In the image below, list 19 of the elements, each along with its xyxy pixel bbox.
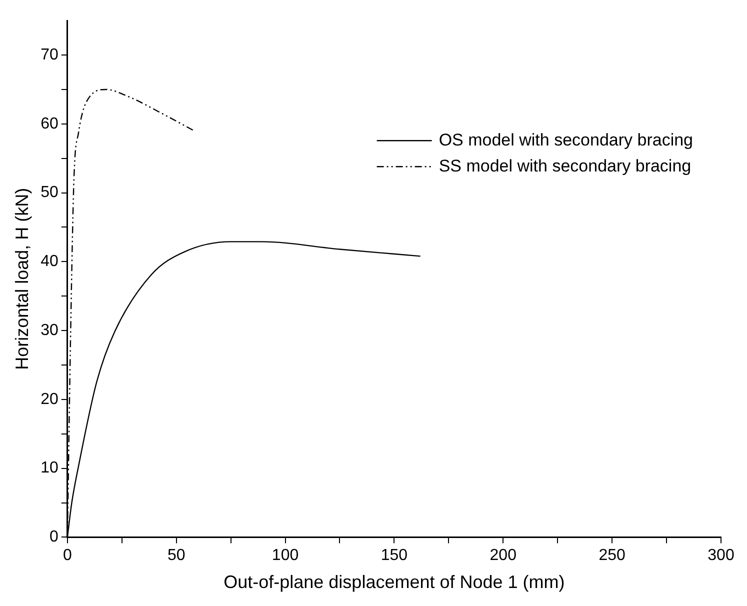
- legend-label: OS model with secondary bracing: [438, 130, 694, 150]
- y-tick-label: 0: [49, 528, 58, 546]
- y-tick-label: 70: [40, 46, 58, 64]
- y-tick-label: 20: [40, 390, 58, 408]
- x-tick-label: 0: [62, 547, 72, 564]
- y-tick-label: 10: [40, 460, 58, 477]
- x-tick-label: 100: [272, 547, 299, 564]
- y-tick-label: 30: [40, 322, 58, 339]
- x-tick-label: 50: [167, 547, 186, 564]
- y-axis-title: Horizontal load, H (kN): [12, 188, 32, 370]
- legend-label: SS model with secondary bracing: [438, 156, 692, 176]
- y-tick-label: 40: [40, 253, 58, 270]
- y-tick-label: 50: [40, 184, 58, 202]
- x-axis-title: Out-of-plane displacement of Node 1 (mm): [224, 572, 565, 592]
- x-tick-label: 200: [490, 547, 517, 564]
- x-tick-label: 300: [708, 547, 734, 564]
- x-tick-label: 250: [598, 547, 626, 564]
- y-tick-label: 60: [40, 115, 58, 132]
- x-tick-label: 150: [380, 547, 408, 564]
